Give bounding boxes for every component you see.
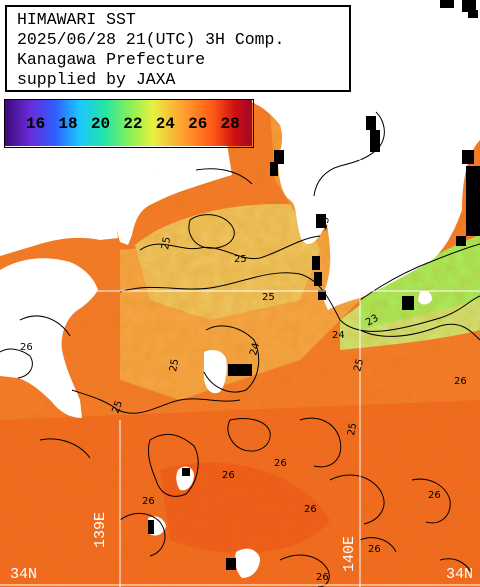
lat-label-34n-right: 34N (446, 566, 474, 583)
contour-label: 25 (318, 216, 332, 231)
contour-label: 26 (316, 572, 329, 583)
contour-label: 26 (304, 504, 317, 515)
legend-label: 20 (90, 114, 111, 133)
contour-label: 26 (454, 376, 467, 387)
data-credit: supplied by JAXA (17, 70, 176, 89)
legend-scale: 16 18 20 22 24 26 28 (5, 100, 253, 147)
island-5 (418, 290, 432, 305)
sst-contours (0, 111, 480, 587)
land-miura-west (0, 258, 98, 418)
contour-label: 25 (346, 422, 359, 436)
island-1 (204, 350, 227, 394)
contour-label: 26 (274, 458, 287, 469)
legend-label: 26 (188, 114, 208, 133)
contour-label: 25 (262, 292, 275, 303)
contour-label: 26 (222, 470, 235, 481)
legend-label: 28 (220, 114, 240, 133)
lat-label-34n-left: 34N (10, 566, 38, 583)
cloud-mask-pixels (148, 0, 480, 570)
island-4 (235, 548, 260, 578)
contour-label-group: 25 25 25 25 25 25 25 25 24 24 23 26 26 2… (20, 216, 467, 583)
region-name: Kanagawa Prefecture (17, 50, 206, 69)
observation-time: 2025/06/28 21(UTC) 3H Comp. (17, 30, 285, 49)
legend-label: 24 (155, 114, 175, 133)
lon-label-139e: 139E (92, 511, 109, 548)
contour-label: 25 (160, 236, 173, 250)
lat-lon-grid (0, 100, 480, 587)
legend-gradient (5, 100, 252, 146)
contour-label: 26 (428, 490, 441, 501)
contour-label: 25 (352, 358, 366, 373)
temperature-color-legend: 16 18 20 22 24 26 28 (4, 99, 254, 148)
legend-label: 22 (123, 114, 143, 133)
contour-label: 25 (110, 399, 125, 415)
legend-label: 16 (26, 114, 46, 133)
contour-label: 26 (142, 496, 155, 507)
legend-label: 18 (58, 114, 78, 133)
contour-label: 25 (168, 358, 181, 372)
contour-label: 25 (234, 254, 247, 265)
product-title: HIMAWARI SST (17, 10, 136, 29)
lat-label-35n: 35N (10, 276, 38, 293)
contour-label: 24 (332, 330, 345, 341)
contour-label: 24 (248, 342, 262, 357)
contour-label: 26 (368, 544, 381, 555)
map-info-panel: HIMAWARI SST 2025/06/28 21(UTC) 3H Comp.… (5, 5, 351, 92)
contour-label: 26 (20, 342, 33, 353)
lon-label-140e: 140E (341, 535, 358, 572)
